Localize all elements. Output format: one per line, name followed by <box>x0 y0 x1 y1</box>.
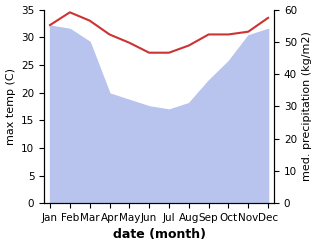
X-axis label: date (month): date (month) <box>113 228 205 242</box>
Y-axis label: med. precipitation (kg/m2): med. precipitation (kg/m2) <box>302 31 313 181</box>
Y-axis label: max temp (C): max temp (C) <box>5 68 16 145</box>
